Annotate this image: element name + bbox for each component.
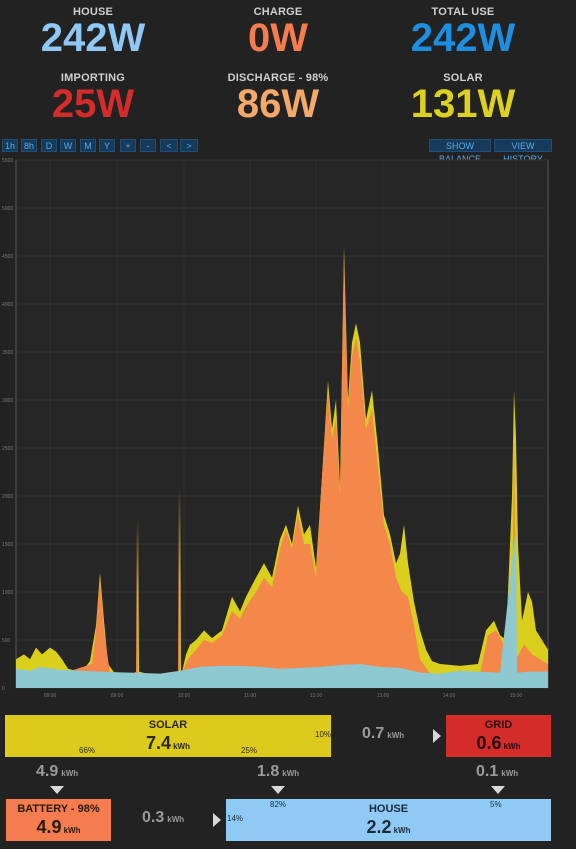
house-box[interactable]: HOUSE 2.2 kWh 82% 5% 14% xyxy=(226,799,551,841)
y-tick-label: 5000 xyxy=(2,206,13,212)
x-tick-label: 11:00 xyxy=(244,693,256,699)
importing-stat-label: IMPORTING xyxy=(60,72,126,84)
y-tick-label: 500 xyxy=(2,638,11,644)
arrow-down-icon xyxy=(491,786,505,794)
house-stat: HOUSE 242W xyxy=(3,6,183,58)
battery-box-unit: kWh xyxy=(63,826,81,835)
arrow-down-icon xyxy=(271,786,285,794)
range-year-button[interactable]: Y xyxy=(99,139,115,152)
total-use-stat-value: 242W xyxy=(410,16,516,60)
grid-box-label: GRID xyxy=(484,719,513,731)
range-day-button[interactable]: D xyxy=(41,139,57,152)
total-use-stat: TOTAL USE 242W xyxy=(373,6,553,58)
flow-solar-battery-value: 4.9 xyxy=(36,763,59,780)
flow-solar-battery-unit: kWh xyxy=(61,769,79,778)
x-tick-label: 10:00 xyxy=(178,693,191,699)
house-area xyxy=(16,524,548,688)
y-tick-label: 3500 xyxy=(2,350,13,356)
flow-grid-house: 0.1 kWh xyxy=(476,763,518,781)
arrow-right-icon xyxy=(433,729,441,743)
solar-stat-label: SOLAR xyxy=(443,72,483,84)
arrow-down-icon xyxy=(50,786,64,794)
house-box-label: HOUSE xyxy=(368,803,409,815)
flow-solar-house-unit: kWh xyxy=(282,769,300,778)
battery-box-label: BATTERY - 98% xyxy=(17,803,100,815)
importing-stat-value: 25W xyxy=(51,82,135,126)
solar-box-label: SOLAR xyxy=(148,719,188,731)
zoom-out-button[interactable]: - xyxy=(140,139,156,152)
flow-battery-house-unit: kWh xyxy=(167,815,185,824)
pan-right-button[interactable]: > xyxy=(180,139,198,152)
charge-stat-label: CHARGE xyxy=(253,6,303,18)
grid-box[interactable]: GRID 0.6 kWh xyxy=(446,715,551,757)
y-tick-label: 4000 xyxy=(2,302,13,308)
x-tick-label: 13:00 xyxy=(377,693,390,699)
arrow-right-icon xyxy=(213,813,221,827)
battery-area xyxy=(16,256,548,688)
flow-grid-house-unit: kWh xyxy=(501,769,519,778)
importing-stat: IMPORTING 25W xyxy=(3,72,183,124)
solar-stat-value: 131W xyxy=(410,82,516,126)
x-tick-label: 12:00 xyxy=(310,693,323,699)
battery-box[interactable]: BATTERY - 98% 4.9 kWh xyxy=(6,799,111,841)
solar-box-number: 7.4 xyxy=(146,733,172,753)
flow-solar-battery: 4.9 kWh xyxy=(36,763,78,781)
flow-solar-house-value: 1.8 xyxy=(257,763,280,780)
solar-pct-battery: 66% xyxy=(79,746,96,755)
y-tick-label: 0 xyxy=(2,686,5,692)
discharge-stat-label: DISCHARGE - 98% xyxy=(227,72,329,84)
solar-box[interactable]: SOLAR 7.4 kWh 66% 25% 10% xyxy=(5,715,331,757)
house-pct-grid: 5% xyxy=(490,800,502,809)
house-stat-label: HOUSE xyxy=(72,6,114,18)
range-week-button[interactable]: W xyxy=(60,139,76,152)
y-tick-label: 3000 xyxy=(2,398,13,404)
y-tick-label: 1000 xyxy=(2,590,13,596)
power-chart[interactable]: 5500500045004000350030002500200015001000… xyxy=(0,155,576,703)
house-pct-battery: 14% xyxy=(227,814,244,823)
house-pct-solar: 82% xyxy=(270,800,287,809)
house-stat-value: 242W xyxy=(40,16,146,60)
zoom-in-button[interactable]: + xyxy=(120,139,136,152)
solar-box-unit: kWh xyxy=(173,742,190,751)
grid-box-unit: kWh xyxy=(503,742,521,751)
solar-pct-house: 25% xyxy=(241,746,258,755)
flow-solar-grid: 0.7 kWh xyxy=(362,725,404,743)
view-history-button[interactable]: VIEW HISTORY xyxy=(494,139,552,164)
charge-stat-value: 0W xyxy=(248,16,308,60)
pan-left-button[interactable]: < xyxy=(160,139,178,152)
x-tick-label: 14:00 xyxy=(443,693,456,699)
discharge-stat-value: 86W xyxy=(236,82,320,126)
range-month-button[interactable]: M xyxy=(80,139,96,152)
discharge-stat: DISCHARGE - 98% 86W xyxy=(188,72,368,124)
range-8h-button[interactable]: 8h xyxy=(21,139,37,152)
house-box-number: 2.2 xyxy=(366,817,392,837)
total-use-stat-label: TOTAL USE xyxy=(431,6,495,18)
y-tick-label: 2000 xyxy=(2,494,13,500)
flow-solar-grid-unit: kWh xyxy=(387,731,405,740)
solar-pct-grid: 10% xyxy=(315,730,332,739)
solar-box-value: 7.4 kWh xyxy=(5,733,331,754)
flow-battery-house-value: 0.3 xyxy=(142,809,165,826)
house-box-unit: kWh xyxy=(393,826,411,835)
battery-box-number: 4.9 xyxy=(36,817,62,837)
y-tick-label: 5500 xyxy=(2,158,13,164)
flow-solar-house: 1.8 kWh xyxy=(257,763,299,781)
range-1h-button[interactable]: 1h xyxy=(2,139,18,152)
flow-grid-house-value: 0.1 xyxy=(476,763,499,780)
y-tick-label: 2500 xyxy=(2,446,13,452)
x-tick-label: 15:00 xyxy=(510,693,523,699)
x-tick-label: 08:00 xyxy=(44,693,57,699)
solar-stat: SOLAR 131W xyxy=(373,72,553,124)
battery-box-value: 4.9 kWh xyxy=(6,817,111,838)
grid-box-number: 0.6 xyxy=(476,733,502,753)
flow-battery-house: 0.3 kWh xyxy=(142,809,184,827)
flow-solar-grid-value: 0.7 xyxy=(362,725,385,742)
show-balance-button[interactable]: SHOW BALANCE xyxy=(429,139,491,164)
charge-stat: CHARGE 0W xyxy=(188,6,368,58)
grid-box-value: 0.6 kWh xyxy=(446,733,551,754)
y-tick-label: 4500 xyxy=(2,254,13,260)
house-box-value: 2.2 kWh xyxy=(226,817,551,838)
y-tick-label: 1500 xyxy=(2,542,13,548)
x-tick-label: 09:00 xyxy=(111,693,124,699)
